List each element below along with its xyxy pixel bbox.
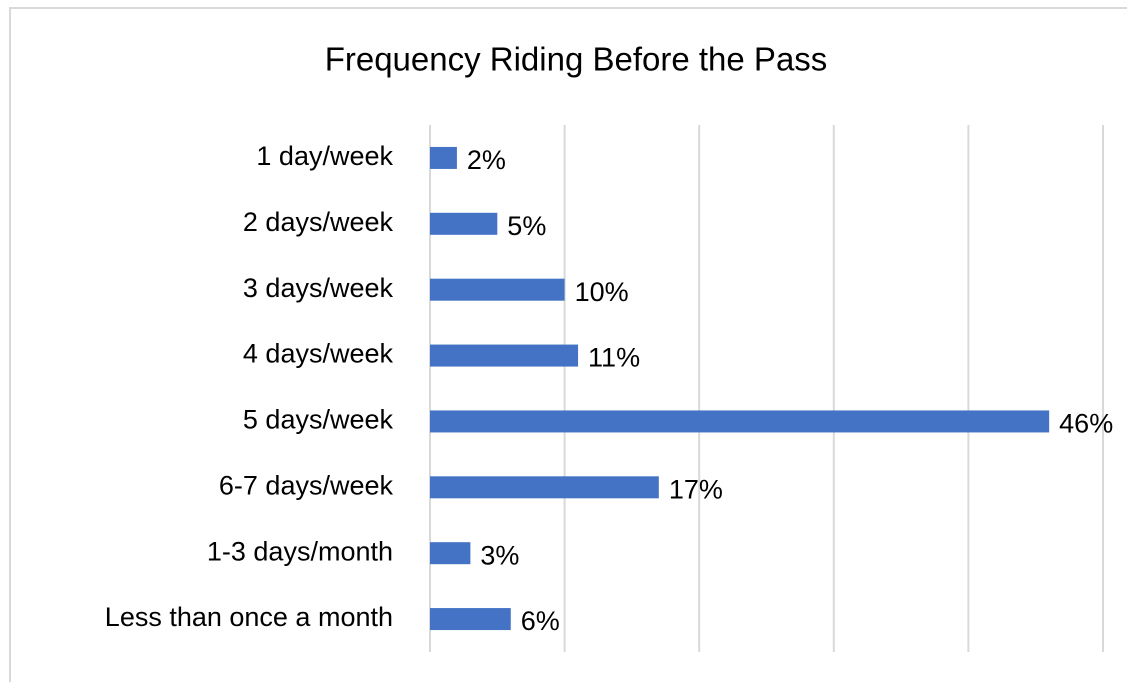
data-label: 10% xyxy=(575,277,629,307)
data-label: 6% xyxy=(521,606,560,636)
bar xyxy=(430,212,498,235)
bar xyxy=(430,146,457,169)
y-tick-label: 6-7 days/week xyxy=(219,470,394,500)
bar xyxy=(430,608,511,631)
y-tick-label: 5 days/week xyxy=(243,405,394,435)
bar xyxy=(430,476,659,499)
data-label: 3% xyxy=(480,540,519,570)
y-tick-label: 1 day/week xyxy=(256,141,393,171)
data-label: 5% xyxy=(507,211,546,241)
data-label: 11% xyxy=(588,343,640,373)
bar xyxy=(430,542,471,565)
bar xyxy=(430,278,565,301)
y-tick-label: 1-3 days/month xyxy=(207,536,393,566)
y-tick-label: Less than once a month xyxy=(105,602,393,632)
chart-title: Frequency Riding Before the Pass xyxy=(325,41,828,78)
data-label: 2% xyxy=(467,145,506,175)
y-tick-label: 4 days/week xyxy=(243,339,394,369)
y-tick-label: 3 days/week xyxy=(243,273,394,303)
data-label: 46% xyxy=(1059,409,1113,439)
y-tick-label: 2 days/week xyxy=(243,207,394,237)
data-label: 17% xyxy=(669,474,723,504)
bar xyxy=(430,344,579,367)
bar xyxy=(430,410,1050,433)
